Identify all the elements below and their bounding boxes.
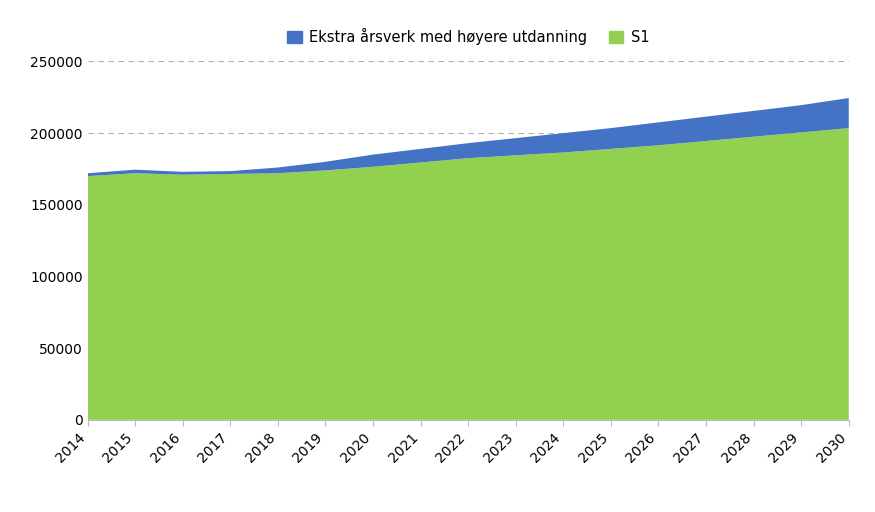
Legend: Ekstra årsverk med høyere utdanning, S1: Ekstra årsverk med høyere utdanning, S1 <box>281 22 655 51</box>
